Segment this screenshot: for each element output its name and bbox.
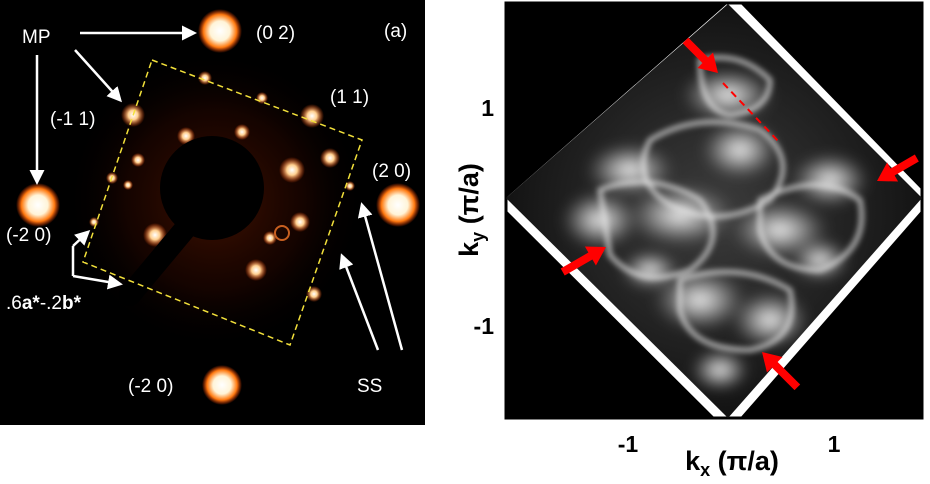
panel-a: MP (0 2) (a) (-1 1) (1 1) (2 0) (-2 0) .… — [0, 0, 425, 425]
label-0-2: (0 2) — [256, 23, 295, 44]
tick-marks — [506, 107, 835, 418]
label-m2-0-left: (-2 0) — [6, 225, 51, 246]
x-tick-1: 1 — [828, 431, 841, 457]
x-axis-label: kx (π/a) — [685, 446, 779, 480]
panel-a-tag: (a) — [384, 21, 407, 42]
nesting-dashed-line — [722, 82, 780, 143]
label-1-1: (1 1) — [330, 87, 369, 108]
spot-m2-0-bottom — [202, 365, 242, 405]
red-arrow-bottom — [762, 352, 801, 391]
panel-b: (b) -1 1 1 -1 kx (π/a) ky (π/a) — [454, 1, 924, 480]
panel-b-tag: (b) — [886, 11, 910, 33]
reciprocal-vector-label: .6a*-.2b* — [6, 293, 82, 314]
red-arrow-right — [877, 154, 919, 182]
label-ss: SS — [357, 376, 382, 397]
spot-m2-0-left — [16, 183, 60, 227]
y-tick-neg1: -1 — [474, 313, 495, 339]
y-axis-label: ky (π/a) — [454, 163, 488, 257]
spot-0-2 — [198, 9, 242, 53]
x-tick-neg1: -1 — [618, 431, 639, 457]
red-arrows — [560, 37, 919, 391]
surface-unit-cell-box — [82, 59, 363, 346]
red-arrow-left — [560, 246, 606, 276]
label-m1-1: (-1 1) — [50, 109, 95, 130]
bragg-spots — [16, 9, 420, 405]
label-m2-0-bottom: (-2 0) — [128, 376, 173, 397]
label-mp: MP — [22, 27, 51, 48]
spot-2-0 — [376, 183, 420, 227]
annotation-arrows — [29, 25, 404, 351]
red-arrow-top — [682, 37, 718, 73]
label-2-0: (2 0) — [372, 161, 411, 182]
beam-stop — [119, 136, 290, 306]
y-tick-1: 1 — [481, 95, 494, 121]
